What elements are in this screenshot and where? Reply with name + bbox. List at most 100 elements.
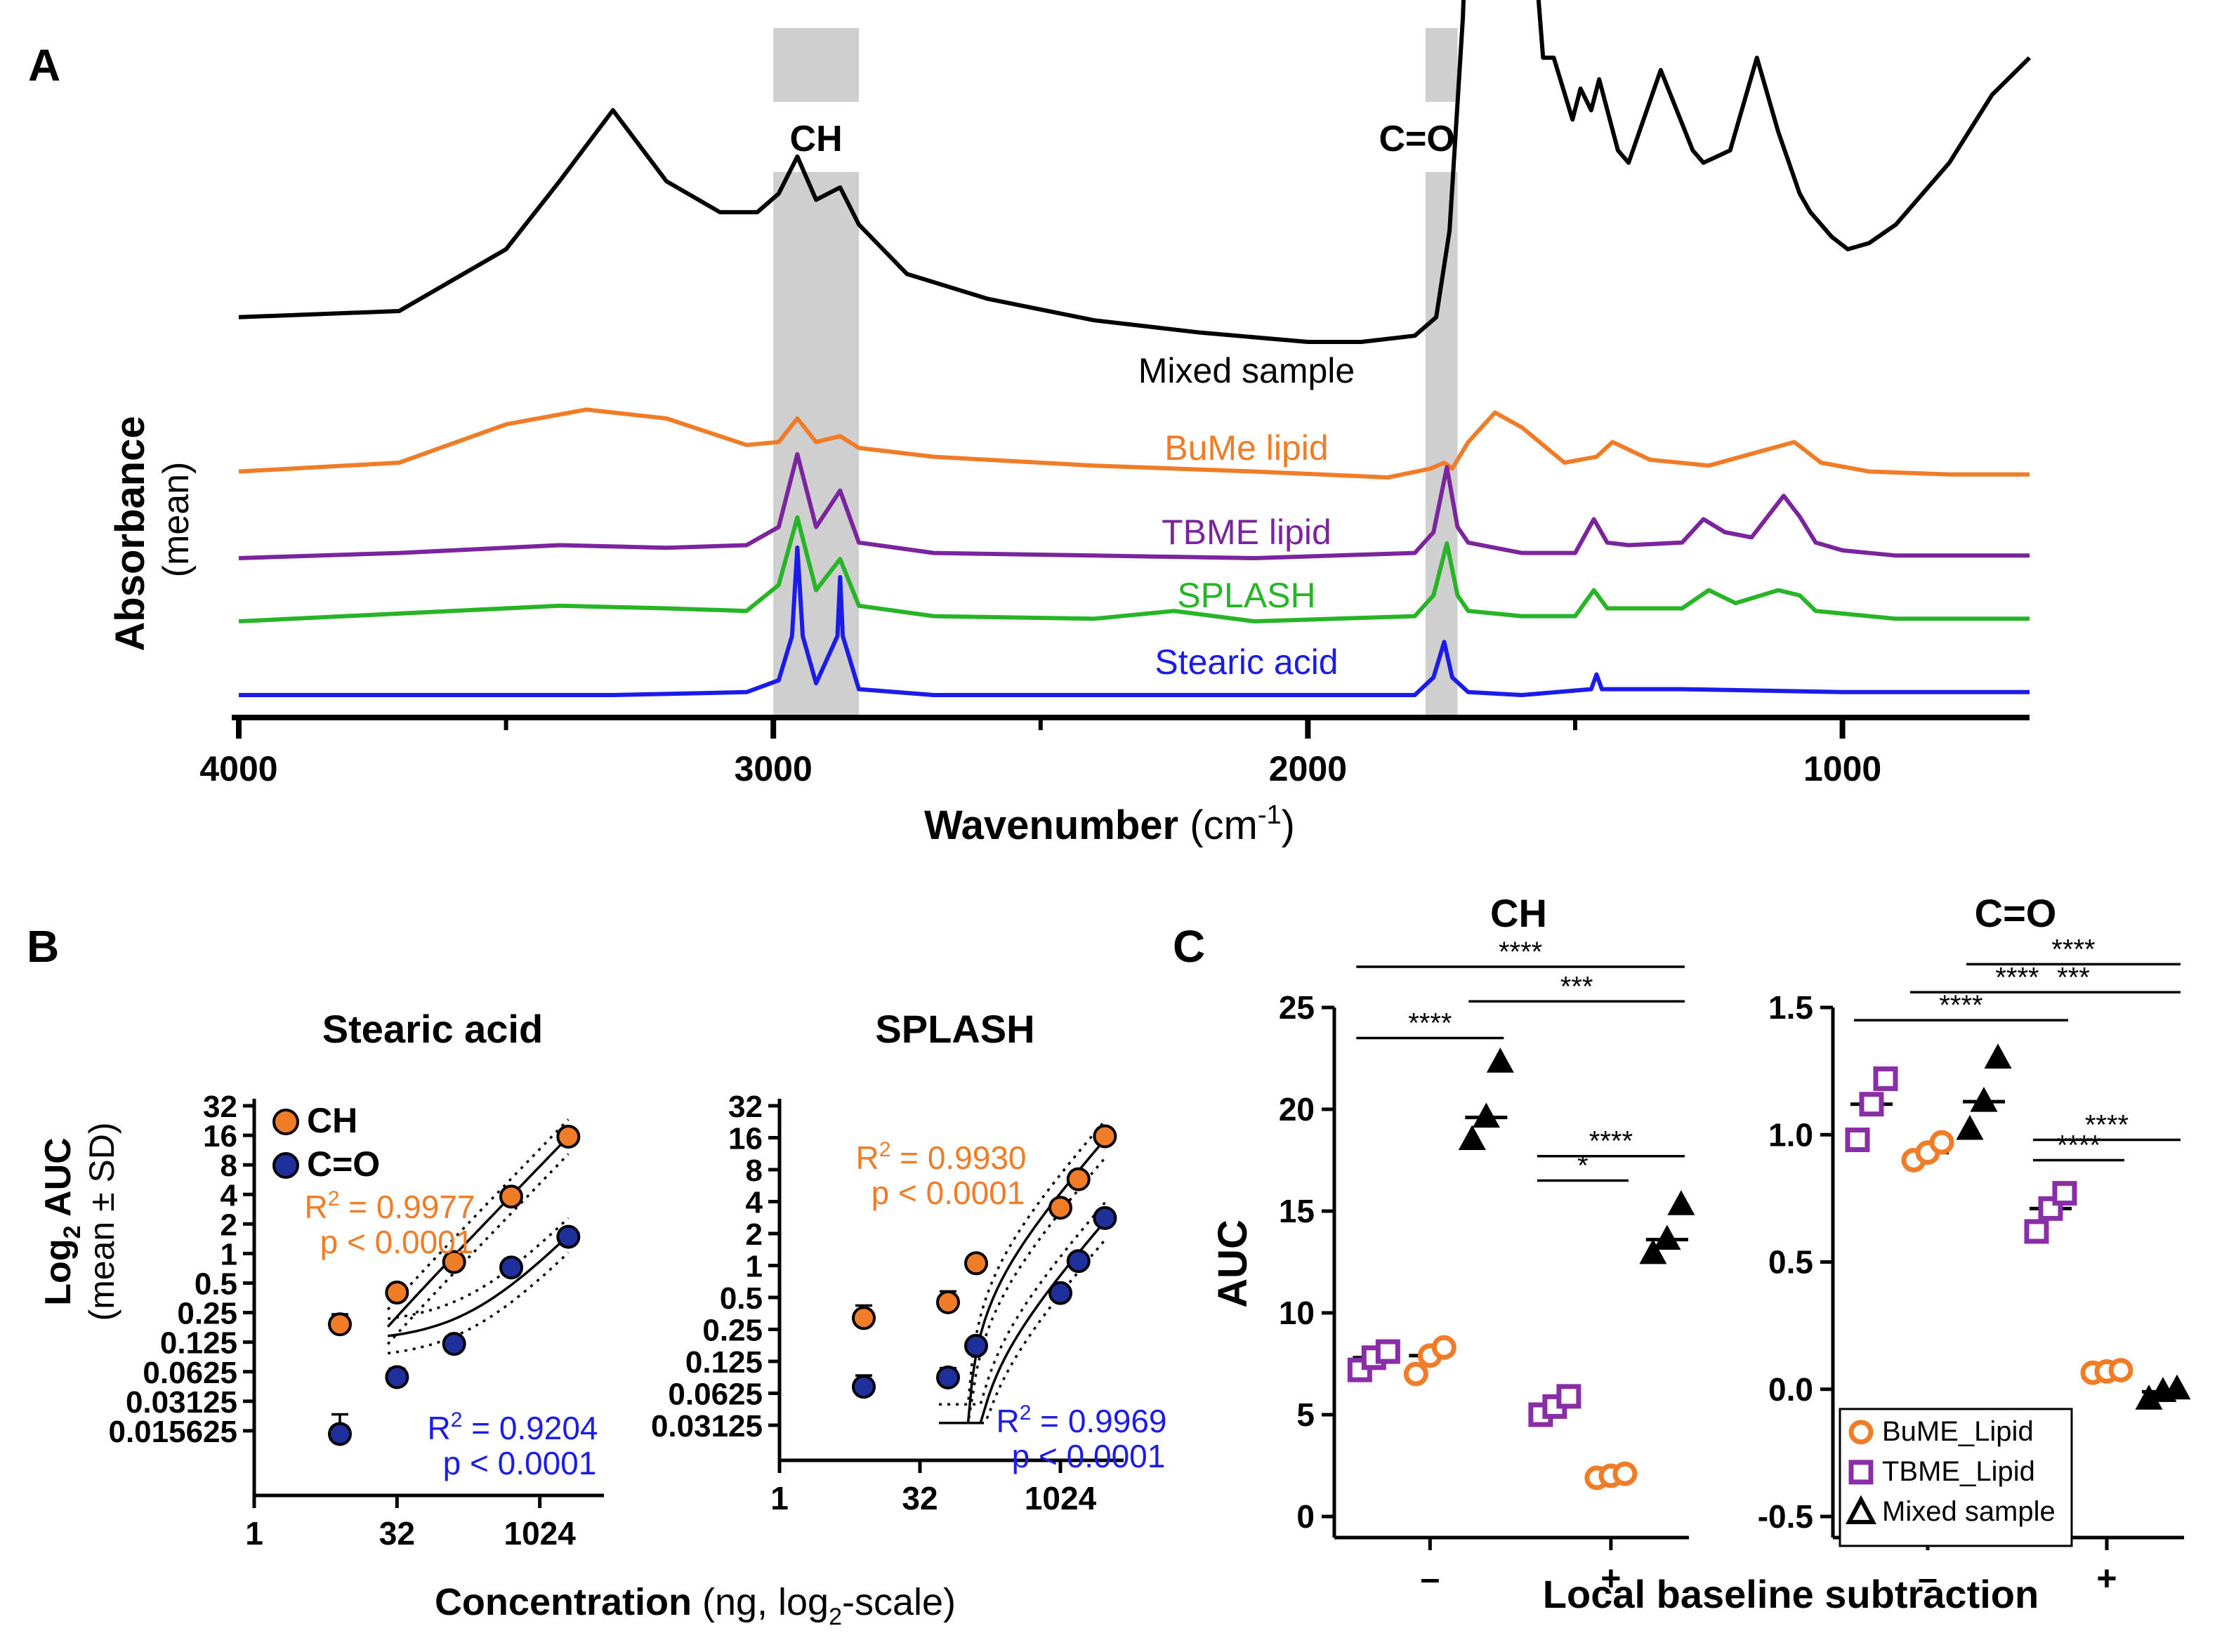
- trace-label-stearic-acid: Stearic acid: [1155, 642, 1338, 682]
- panel-b-y-label: Log2 AUC: [38, 1137, 86, 1305]
- point-mixed: [1653, 1224, 1681, 1250]
- point-tbme: [1375, 1339, 1400, 1364]
- point-ch: [556, 1125, 581, 1149]
- significance-stars: ****: [2085, 1110, 2129, 1141]
- point-co: [556, 1224, 581, 1249]
- fit-line: [386, 1135, 570, 1328]
- x-tick-label: 1000: [1803, 749, 1881, 788]
- point-bume: [2108, 1358, 2133, 1383]
- panel-c-x-label: Local baseline subtraction: [1543, 1572, 2039, 1616]
- y-tick-label: 0.25: [177, 1297, 237, 1331]
- p-value-label: p < 0.0001: [320, 1224, 474, 1260]
- chart-title: Stearic acid: [322, 1007, 543, 1051]
- point-tbme: [1859, 1092, 1884, 1117]
- panel-a-spectra: CH C=O Mixed sample BuMe lipid TBME lipid SP…: [107, 0, 2032, 848]
- panel-a-y-label: Absorbance: [107, 416, 153, 651]
- y-tick-label: 0.0: [1768, 1371, 1813, 1408]
- y-tick-label: 0: [1296, 1498, 1315, 1535]
- significance-stars: ***: [1560, 971, 1593, 1002]
- point-bume: [1403, 1361, 1428, 1387]
- legend-label: Mixed sample: [1882, 1496, 2056, 1527]
- x-tick-label: 1024: [504, 1515, 576, 1552]
- legend-box: [1839, 1408, 2073, 1547]
- point-bume: [1431, 1335, 1456, 1360]
- significance-stars: ****: [1939, 990, 1982, 1021]
- r2-label: R2 = 0.9930: [855, 1138, 1026, 1176]
- panel-b-y-label-sub: (mean ± SD): [82, 1122, 121, 1321]
- y-tick-label: 0.0625: [668, 1377, 763, 1412]
- y-tick-label: 4: [746, 1186, 763, 1220]
- y-tick-label: 1: [746, 1250, 763, 1284]
- ci-upper: [386, 1118, 570, 1311]
- y-tick-label: 15: [1279, 1193, 1315, 1229]
- significance-stars: ****: [1499, 937, 1542, 967]
- y-tick-label: 32: [728, 1090, 763, 1124]
- trace-mixed-sample: [238, 0, 2032, 344]
- point-mixed: [2163, 1374, 2191, 1400]
- point-ch: [852, 1306, 876, 1330]
- panel-c-co: C=O-0.50.00.51.01.5– +******** ***********…: [1758, 891, 2191, 1598]
- point-tbme: [2052, 1181, 2077, 1206]
- point-tbme: [2024, 1219, 2049, 1244]
- y-tick-label: 0.125: [160, 1326, 237, 1361]
- chart-title: CH: [1490, 891, 1547, 935]
- x-tick-label: 32: [379, 1515, 415, 1552]
- y-tick-label: 32: [203, 1090, 237, 1124]
- x-tick-label: +: [2096, 1559, 2117, 1598]
- significance-stars: ****: [2057, 1130, 2100, 1161]
- y-tick-label: 0.5: [720, 1281, 763, 1316]
- y-tick-label: 16: [203, 1119, 237, 1154]
- significance-stars: ***: [2057, 962, 2090, 993]
- point-mixed: [1639, 1238, 1667, 1264]
- point-bume: [1929, 1130, 1954, 1155]
- point-mixed: [1956, 1114, 1984, 1140]
- trace-label-bume-lipid: BuMe lipid: [1164, 428, 1328, 468]
- significance-stars: ****: [1589, 1126, 1633, 1157]
- p-value-label: p < 0.0001: [872, 1175, 1025, 1211]
- ci-upper: [387, 1217, 570, 1321]
- x-tick-label: 4000: [199, 749, 277, 788]
- point-co: [1093, 1205, 1117, 1230]
- point-bume: [1612, 1461, 1638, 1486]
- significance-stars: ****: [1408, 1008, 1452, 1039]
- legend-label: CH: [307, 1101, 357, 1140]
- panel-label-c: C: [1173, 921, 1205, 972]
- y-tick-label: 4: [221, 1178, 238, 1212]
- y-tick-label: 1.5: [1768, 989, 1813, 1026]
- trace-bume-lipid: [238, 407, 2030, 480]
- point-ch: [328, 1312, 352, 1337]
- point-mixed: [1667, 1190, 1695, 1215]
- panel-label-b: B: [27, 921, 59, 972]
- y-tick-label: 0.0625: [143, 1356, 237, 1390]
- absorbance-bands: CH C=O: [753, 28, 1473, 718]
- legend-label: BuME_Lipid: [1882, 1416, 2034, 1447]
- y-tick-label: -0.5: [1758, 1498, 1813, 1535]
- x-tick-label: 3000: [735, 749, 813, 788]
- chart-title: SPLASH: [875, 1007, 1034, 1051]
- point-co: [442, 1332, 466, 1356]
- y-tick-label: 1: [221, 1237, 237, 1271]
- fit-line: [387, 1234, 570, 1337]
- point-co: [328, 1422, 352, 1446]
- panel-b-splash: SPLASH321684210.50.250.1250.06250.031251…: [651, 1007, 1167, 1516]
- r2-label: R2 = 0.9969: [996, 1401, 1166, 1439]
- point-co: [936, 1366, 960, 1390]
- legend-label: C=O: [307, 1144, 380, 1184]
- legend-marker: [1848, 1420, 1874, 1445]
- point-tbme: [1845, 1128, 1870, 1152]
- legend-marker: [1846, 1495, 1876, 1524]
- band-label-ch: CH: [790, 119, 843, 159]
- y-tick-label: 20: [1279, 1091, 1315, 1128]
- point-ch: [1048, 1196, 1072, 1220]
- x-tick-label: –: [1420, 1559, 1440, 1598]
- spectra-traces: Mixed sample BuMe lipid TBME lipid SPLASH St…: [238, 0, 2032, 697]
- y-tick-label: 0.25: [702, 1314, 763, 1348]
- point-co: [499, 1255, 523, 1280]
- panel-c-y-label: AUC: [1210, 1220, 1256, 1308]
- point-ch: [442, 1250, 466, 1274]
- y-tick-label: 5: [1296, 1396, 1315, 1433]
- point-ch: [1093, 1124, 1117, 1149]
- x-tick-label: 2000: [1269, 749, 1347, 788]
- y-tick-label: 10: [1279, 1295, 1315, 1331]
